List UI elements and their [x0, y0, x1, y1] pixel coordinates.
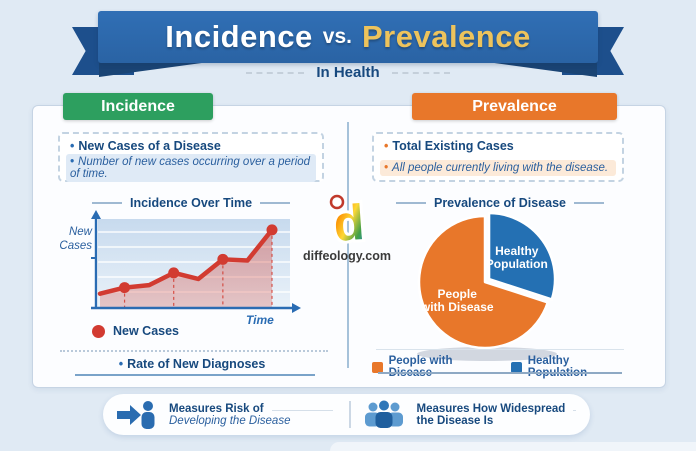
- pie-chart-title-text: Prevalence of Disease: [433, 196, 567, 210]
- bottom-left-item: Measures Risk of Developing the Disease: [103, 399, 347, 431]
- bullet-icon: •: [118, 357, 124, 371]
- incidence-definition-box: • New Cases of a Disease • Number of new c…: [58, 132, 324, 182]
- people-group-icon: [364, 400, 403, 428]
- incidence-column-header: Incidence: [63, 93, 213, 120]
- prevalence-column-header: Prevalence: [412, 93, 617, 120]
- bullet-icon: •: [70, 156, 75, 168]
- banner-subtitle-row: In Health: [0, 64, 696, 81]
- rule-line: [573, 410, 576, 411]
- banner-title-vs: vs.: [322, 25, 352, 48]
- incidence-footer-note: • Rate of New Diagnoses: [118, 357, 266, 371]
- svg-text:d: d: [332, 194, 366, 246]
- rule-line: [271, 410, 333, 411]
- prevalence-pie-chart: Healthy Population People with Disease: [417, 211, 557, 361]
- bullet-icon: •: [70, 139, 75, 153]
- bottom-right-line2: the Disease Is: [416, 414, 494, 427]
- bottom-left-text: Measures Risk of Developing the Disease: [169, 403, 333, 427]
- column-divider: [347, 122, 349, 368]
- separator-light: [376, 349, 624, 350]
- background-curve: [330, 442, 696, 451]
- line-chart-title: Incidence Over Time: [58, 196, 324, 210]
- pill-divider: [348, 401, 351, 428]
- title-dash: [91, 202, 122, 204]
- title-dash: [260, 202, 291, 204]
- pie-chart-legend: People with Disease Healthy Population: [372, 355, 628, 379]
- line-chart-title-text: Incidence Over Time: [129, 196, 253, 210]
- pie-legend-item: Healthy Population: [511, 355, 628, 379]
- pie-chart-title: Prevalence of Disease: [378, 196, 622, 210]
- bottom-left-line2: Developing the Disease: [169, 414, 291, 427]
- banner-title-incidence: Incidence: [165, 19, 313, 54]
- bottom-right-text: Measures How Widespread the Disease Is: [416, 402, 576, 427]
- separator-solid: [75, 374, 315, 376]
- separator-dotted: [60, 350, 328, 352]
- banner-ribbon: Incidence vs. Prevalence: [98, 11, 598, 63]
- bullet-icon: •: [384, 162, 389, 174]
- line-chart-xlabel: Time: [246, 313, 274, 327]
- line-chart-ylabel: New Cases: [59, 226, 92, 252]
- legend-label: Healthy Population: [527, 355, 588, 379]
- watermark-text: diffeology.com: [303, 249, 391, 263]
- bullet-icon: •: [384, 139, 389, 153]
- separator-solid: [378, 372, 622, 374]
- diffeology-d-logo-icon: d: [329, 191, 369, 255]
- banner-title-prevalence: Prevalence: [361, 19, 531, 54]
- bottom-left-line1: Measures Risk of: [169, 402, 264, 415]
- incidence-point-desc: • Number of new cases occurring over a pe…: [66, 154, 316, 182]
- bottom-right-item: Measures How Widespread the Disease Is: [347, 399, 591, 431]
- pie-legend-item: People with Disease: [372, 355, 495, 379]
- legend-dot-icon: [92, 324, 105, 338]
- prevalence-point-title: • Total Existing Cases: [384, 139, 514, 153]
- bottom-right-line1: Measures How Widespread: [416, 402, 566, 415]
- legend-swatch-icon: [372, 361, 383, 373]
- incidence-line-chart: [91, 210, 301, 313]
- banner-subtitle: In Health: [316, 64, 380, 81]
- subtitle-dash-left: [246, 71, 305, 74]
- title-dash: [574, 202, 605, 204]
- legend-swatch-icon: [511, 361, 522, 373]
- bottom-summary-bar: Measures Risk of Developing the Disease …: [103, 394, 590, 435]
- prevalence-point-desc: • All people currently living with the di…: [380, 160, 616, 176]
- watermark-logo: d diffeology.com: [292, 191, 402, 263]
- legend-label: People with Disease: [388, 355, 453, 379]
- legend-label: New Cases: [113, 324, 180, 338]
- arrow-person-icon: [117, 400, 155, 429]
- subtitle-dash-right: [391, 71, 450, 74]
- incidence-point-title: • New Cases of a Disease: [70, 139, 221, 153]
- prevalence-definition-box: • Total Existing Cases • All people curren…: [372, 132, 624, 182]
- title-dash: [395, 202, 426, 204]
- line-chart-legend: New Cases: [92, 324, 179, 338]
